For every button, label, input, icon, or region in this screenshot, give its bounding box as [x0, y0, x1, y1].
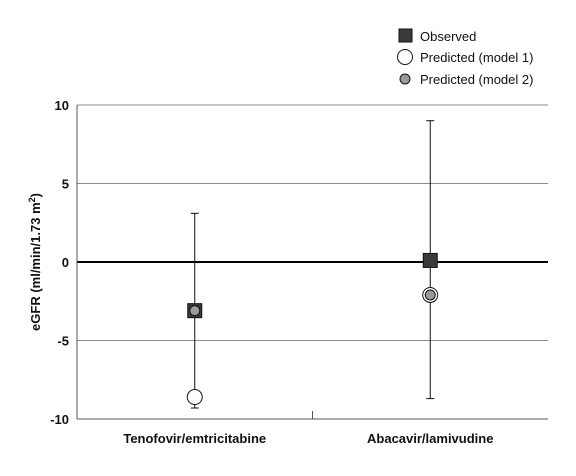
legend-label-predicted-model-1: Predicted (model 1) [420, 50, 533, 65]
y-tick-label-3: -5 [57, 334, 69, 349]
y-axis-title: eGFR (ml/min/1.73 m2) [27, 193, 43, 331]
x-category-label-0: Tenofovir/emtricitabine [123, 431, 266, 446]
predicted-model-2-point-0 [189, 305, 201, 317]
y-tick-label-2: 0 [62, 255, 69, 270]
y-tick-label-0: 10 [55, 98, 69, 113]
legend-label-observed: Observed [420, 29, 476, 44]
observed-point-1 [422, 252, 438, 268]
y-tick-label-1: 5 [62, 177, 69, 192]
x-category-label-1: Abacavir/lamivudine [367, 431, 493, 446]
y-tick-labels: 10 5 0 -5 -10 [50, 98, 69, 427]
axes [76, 105, 548, 420]
predicted-model-1-point-0 [186, 389, 203, 406]
x-category-labels: Tenofovir/emtricitabine Abacavir/lamivudi… [123, 431, 493, 446]
predicted-model-2-point-1 [424, 289, 436, 301]
y-axis-title-close: ) [28, 193, 43, 197]
y-axis-title-main: eGFR (ml/min/1.73 m [28, 202, 43, 331]
y-axis-title-superscript: 2 [27, 197, 37, 202]
legend-symbol-observed [398, 28, 413, 43]
grid [77, 104, 548, 341]
legend-label-predicted-model-2: Predicted (model 2) [420, 72, 533, 87]
legend-symbol-predicted-model-1 [397, 49, 413, 65]
y-tick-label-4: -10 [50, 412, 69, 427]
data-marks [186, 120, 439, 409]
legend-symbol-predicted-model-2 [399, 73, 411, 85]
legend: Observed Predicted (model 1) Predicted (… [397, 28, 533, 87]
